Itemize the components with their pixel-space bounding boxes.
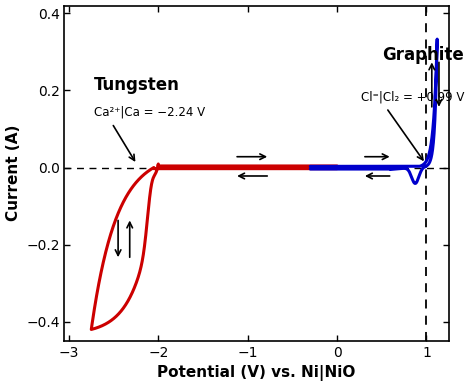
Text: Ca²⁺|Ca = −2.24 V: Ca²⁺|Ca = −2.24 V [94,105,205,118]
Text: Graphite: Graphite [382,46,464,63]
Text: Tungsten: Tungsten [94,76,180,94]
Y-axis label: Current (A): Current (A) [6,125,20,221]
X-axis label: Potential (V) vs. Ni|NiO: Potential (V) vs. Ni|NiO [157,365,356,382]
Text: Cl⁼|Cl₂ = +0.99 V: Cl⁼|Cl₂ = +0.99 V [361,90,465,103]
